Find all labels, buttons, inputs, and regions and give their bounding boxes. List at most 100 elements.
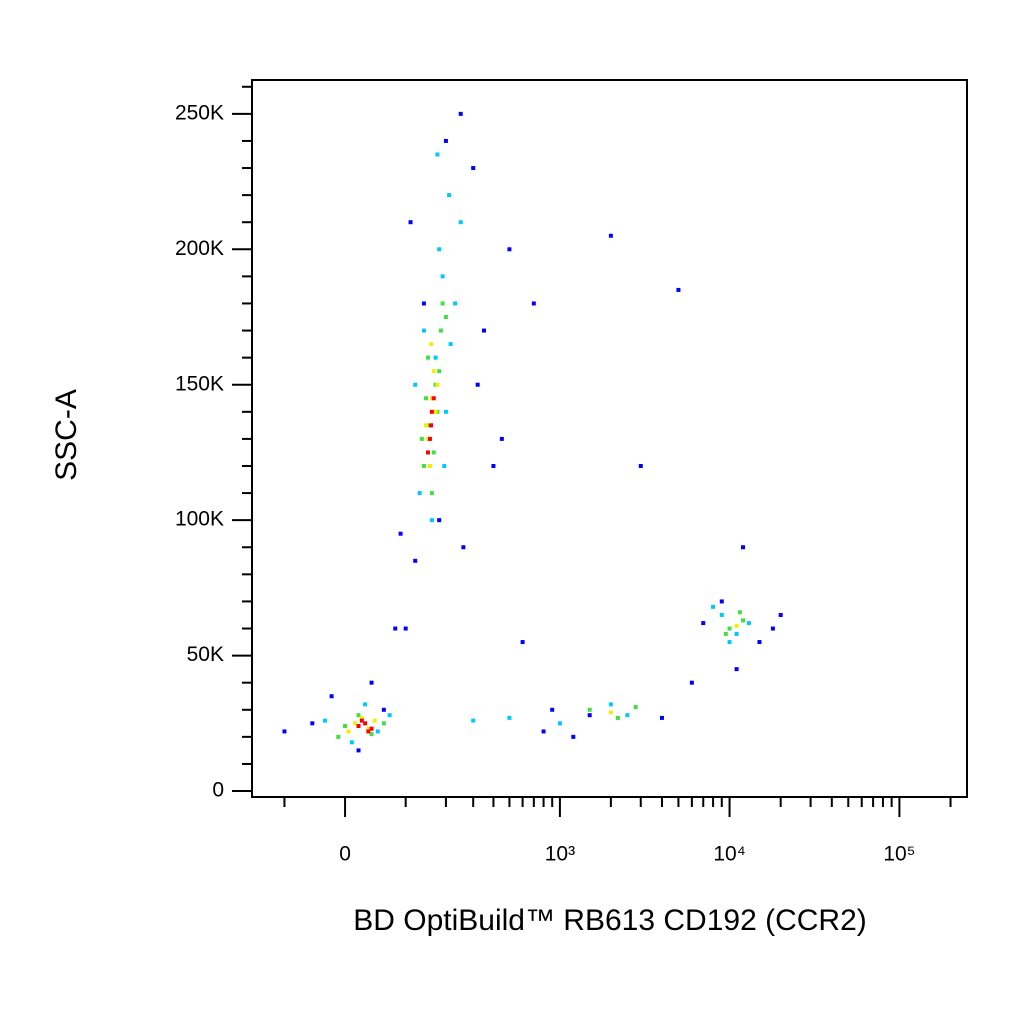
point bbox=[437, 247, 442, 252]
point bbox=[369, 732, 374, 737]
point bbox=[557, 721, 562, 726]
point bbox=[363, 721, 368, 726]
point bbox=[398, 531, 403, 536]
point bbox=[734, 631, 739, 636]
point bbox=[431, 369, 436, 374]
point bbox=[336, 734, 341, 739]
plot-frame bbox=[251, 79, 968, 798]
point bbox=[770, 626, 775, 631]
point bbox=[427, 463, 432, 468]
point bbox=[689, 680, 694, 685]
point bbox=[633, 705, 638, 710]
point bbox=[375, 729, 380, 734]
point bbox=[429, 518, 434, 523]
point bbox=[737, 610, 742, 615]
point bbox=[329, 694, 334, 699]
y-tick-label: 200K bbox=[175, 237, 224, 260]
point bbox=[531, 301, 536, 306]
point bbox=[429, 342, 434, 347]
point bbox=[435, 382, 440, 387]
point bbox=[615, 715, 620, 720]
point bbox=[421, 463, 426, 468]
point bbox=[723, 631, 728, 636]
point bbox=[408, 220, 413, 225]
point bbox=[507, 715, 512, 720]
point bbox=[711, 604, 716, 609]
point bbox=[429, 491, 434, 496]
y-tick-label: 0 bbox=[212, 779, 224, 802]
point bbox=[427, 436, 432, 441]
point bbox=[550, 707, 555, 712]
point bbox=[778, 612, 783, 617]
point bbox=[387, 713, 392, 718]
point bbox=[438, 328, 443, 333]
point bbox=[443, 409, 448, 414]
point bbox=[719, 599, 724, 604]
point bbox=[419, 436, 424, 441]
point bbox=[369, 680, 374, 685]
point bbox=[282, 729, 287, 734]
x-tick-label: 10³ bbox=[545, 843, 575, 866]
point bbox=[393, 626, 398, 631]
point bbox=[458, 111, 463, 116]
point bbox=[381, 707, 386, 712]
point bbox=[475, 382, 480, 387]
point bbox=[429, 423, 434, 428]
point bbox=[461, 545, 466, 550]
point bbox=[608, 233, 613, 238]
point bbox=[437, 369, 442, 374]
x-tick-label: 10⁵ bbox=[883, 843, 915, 866]
point bbox=[625, 713, 630, 718]
x-tick-label: 10⁴ bbox=[713, 843, 745, 866]
point bbox=[433, 409, 438, 414]
x-tick-label: 0 bbox=[339, 843, 351, 866]
point bbox=[372, 718, 377, 723]
point bbox=[638, 463, 643, 468]
point bbox=[353, 721, 358, 726]
point bbox=[741, 618, 746, 623]
point bbox=[471, 718, 476, 723]
point bbox=[741, 545, 746, 550]
point bbox=[323, 718, 328, 723]
point bbox=[541, 729, 546, 734]
point bbox=[746, 621, 751, 626]
point bbox=[719, 612, 724, 617]
point bbox=[346, 729, 351, 734]
y-tick-label: 150K bbox=[175, 372, 224, 395]
point bbox=[676, 287, 681, 292]
point bbox=[481, 328, 486, 333]
x-axis-title: BD OptiBuild™ RB613 CD192 (CCR2) bbox=[353, 904, 867, 937]
point bbox=[520, 640, 525, 645]
point bbox=[366, 726, 371, 731]
point bbox=[356, 713, 361, 718]
point bbox=[310, 721, 315, 726]
point bbox=[587, 713, 592, 718]
point bbox=[447, 193, 452, 198]
point bbox=[757, 640, 762, 645]
point bbox=[366, 729, 371, 734]
point bbox=[403, 626, 408, 631]
point bbox=[343, 724, 348, 729]
point bbox=[734, 623, 739, 628]
point bbox=[443, 138, 448, 143]
y-tick-label: 250K bbox=[175, 101, 224, 124]
point bbox=[413, 382, 418, 387]
point bbox=[435, 152, 440, 157]
point bbox=[431, 396, 436, 401]
point bbox=[359, 715, 364, 720]
point bbox=[471, 166, 476, 171]
point bbox=[381, 721, 386, 726]
point bbox=[453, 301, 458, 306]
point bbox=[507, 247, 512, 252]
point bbox=[356, 748, 361, 753]
point bbox=[369, 726, 374, 731]
point bbox=[356, 724, 361, 729]
point bbox=[417, 491, 422, 496]
point bbox=[458, 220, 463, 225]
point bbox=[425, 355, 430, 360]
point bbox=[423, 423, 428, 428]
point bbox=[440, 274, 445, 279]
y-axis-title: SSC-A bbox=[50, 389, 83, 481]
